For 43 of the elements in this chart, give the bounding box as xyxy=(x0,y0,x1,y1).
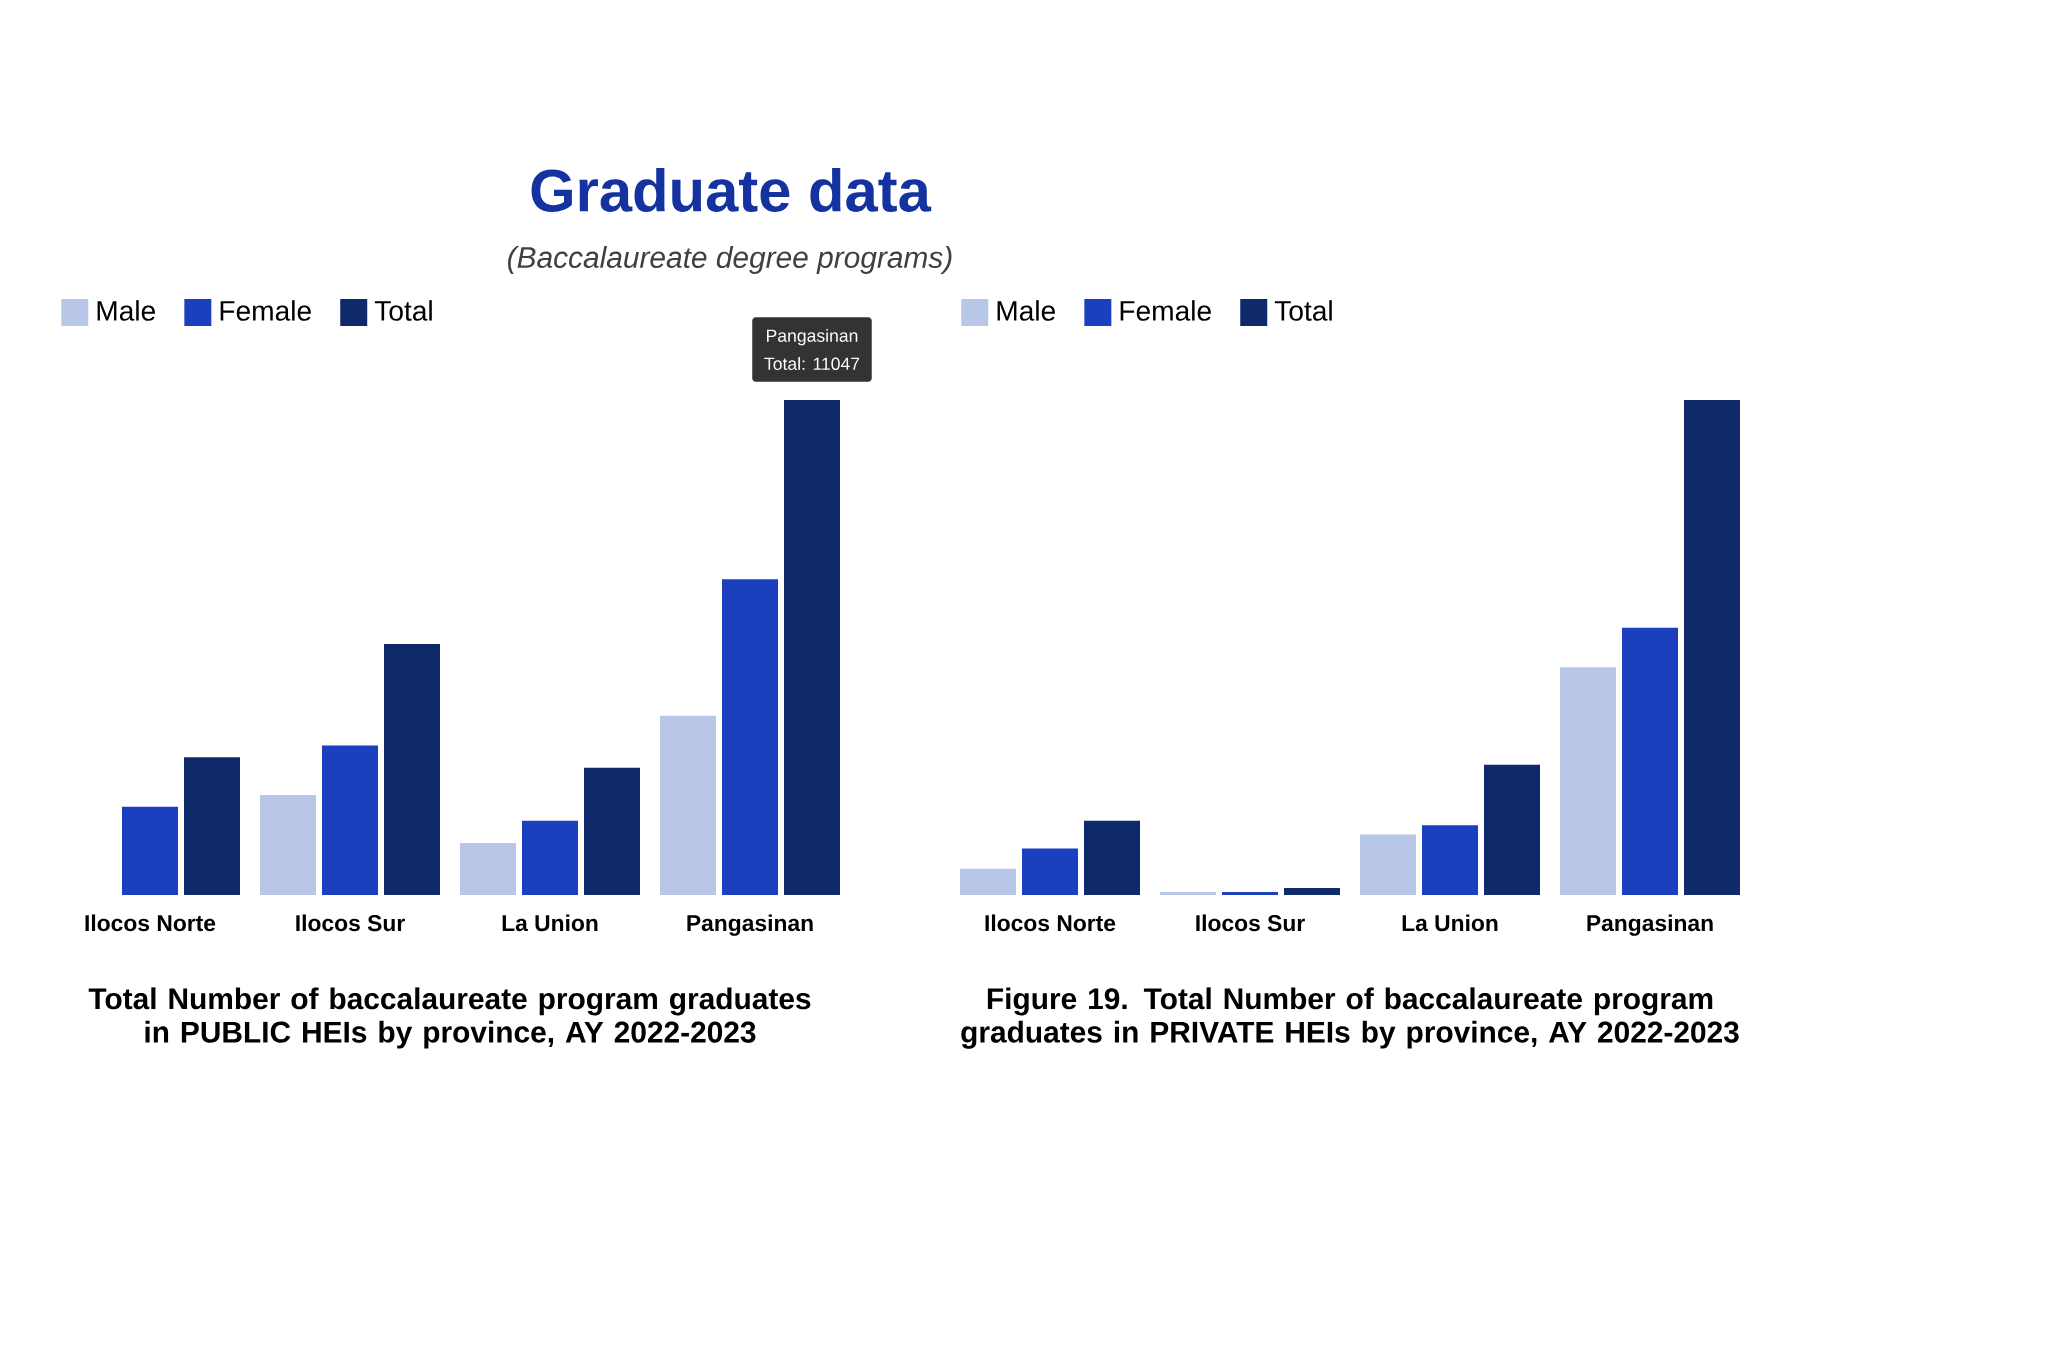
bar xyxy=(1084,820,1140,895)
bar xyxy=(321,745,378,895)
bar xyxy=(122,806,178,895)
bar xyxy=(1683,399,1740,895)
bar xyxy=(1559,667,1616,895)
bar xyxy=(721,579,778,895)
text: Total: 11047 xyxy=(764,357,860,370)
bar xyxy=(384,644,440,895)
legend-label: Female xyxy=(220,300,311,321)
bar xyxy=(1621,627,1678,895)
x-tick-label: Ilocos Sur xyxy=(296,914,405,932)
chart-subtitle: (Baccalaureate degree programs) xyxy=(508,246,952,274)
bar xyxy=(1022,848,1078,895)
bar xyxy=(1284,888,1341,895)
bar xyxy=(783,399,840,895)
legend-label: Male xyxy=(997,300,1055,321)
x-tick-label: La Union xyxy=(502,914,598,932)
x-tick-label: Ilocos Norte xyxy=(985,914,1116,932)
x-tick-label: La Union xyxy=(1402,914,1498,932)
bar xyxy=(659,715,716,895)
bar xyxy=(1160,892,1216,895)
x-tick-label: Ilocos Sur xyxy=(1196,914,1305,932)
x-tick-label: Pangasinan xyxy=(1587,914,1713,936)
bar xyxy=(1484,764,1540,895)
legend-label: Female xyxy=(1120,300,1211,321)
bar xyxy=(960,868,1017,895)
bar xyxy=(184,757,240,895)
caption: Figure 19. Total Number of baccalaureate program graduates in PRIVATE HEIs by province, AY 2022-2023 xyxy=(961,987,1739,1049)
bar xyxy=(522,820,578,895)
bar xyxy=(1422,825,1478,895)
bar xyxy=(460,843,516,895)
x-tick-label: Ilocos Norte xyxy=(85,914,216,932)
bar xyxy=(1360,834,1416,895)
bar xyxy=(260,794,316,895)
legend-label: Male xyxy=(97,300,155,321)
x-tick-label: Pangasinan xyxy=(687,914,813,936)
text: Total Number of baccalaureate program graduates in PUBLIC HEIs by province, AY 2022-2023 xyxy=(88,987,811,1049)
legend-label: Total xyxy=(1274,300,1332,321)
bar xyxy=(584,767,640,895)
legend-label: Total xyxy=(374,300,432,321)
bar xyxy=(1222,892,1278,895)
chart-title: Graduate data xyxy=(531,168,932,212)
text: Pangasinan xyxy=(767,328,858,346)
